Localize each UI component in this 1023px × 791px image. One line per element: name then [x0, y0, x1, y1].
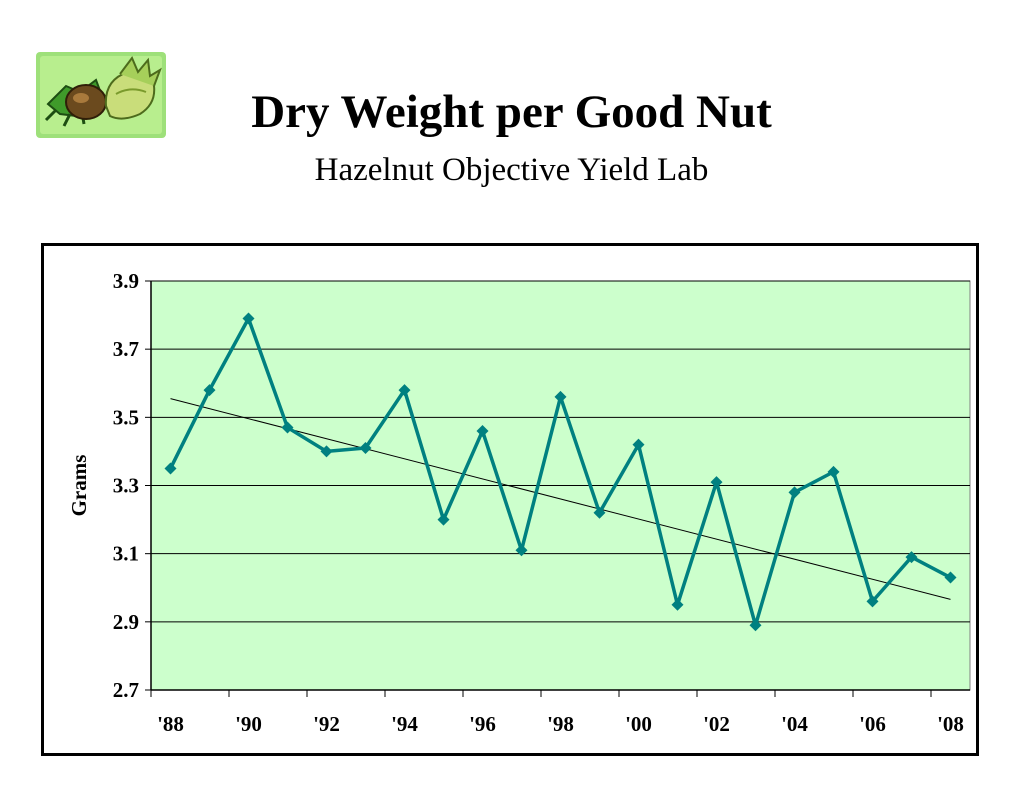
data-point [632, 438, 645, 451]
data-point [515, 544, 528, 557]
x-tick-label: '00 [625, 712, 652, 736]
data-point [320, 445, 333, 458]
y-tick-label: 2.9 [113, 610, 139, 634]
page-title: Dry Weight per Good Nut [251, 86, 772, 138]
y-axis-title: Grams [67, 455, 91, 517]
chart-frame: 2.7 2.9 3.1 3.3 3.5 3.7 3.9 '88 '90 '92 '94 '96 '98 '… [41, 243, 979, 756]
x-tick-label: '94 [391, 712, 418, 736]
data-point [788, 486, 801, 499]
y-tick-label: 3.7 [113, 337, 139, 361]
y-tick-label: 2.7 [113, 678, 139, 702]
data-point [866, 595, 879, 608]
x-tick-label: '92 [313, 712, 340, 736]
data-point [398, 384, 411, 397]
x-tick-label: '90 [235, 712, 262, 736]
x-tick-label: '06 [859, 712, 886, 736]
data-point [944, 571, 957, 584]
x-tick-label: '08 [937, 712, 964, 736]
data-point [164, 462, 177, 475]
y-tick-label: 3.3 [113, 474, 139, 498]
x-tick-label: '02 [703, 712, 730, 736]
x-tick-label: '04 [781, 712, 808, 736]
x-tick-label: '96 [469, 712, 496, 736]
y-tick-label: 3.5 [113, 405, 139, 429]
data-point [203, 384, 216, 397]
trend-line [170, 398, 951, 600]
data-point [476, 424, 489, 437]
data-point [281, 421, 294, 434]
data-point [437, 513, 450, 526]
data-point [359, 442, 372, 455]
page-subtitle: Hazelnut Objective Yield Lab [314, 152, 709, 188]
hazelnut-logo [36, 46, 168, 140]
data-point [905, 551, 918, 564]
data-point [749, 619, 762, 632]
data-point [827, 465, 840, 478]
y-tick-label: 3.9 [113, 269, 139, 293]
line-chart: 2.7 2.9 3.1 3.3 3.5 3.7 3.9 '88 '90 '92 '94 '96 '98 '… [67, 269, 971, 736]
data-point [671, 598, 684, 611]
y-tick-label: 3.1 [113, 542, 139, 566]
data-point [710, 476, 723, 489]
data-point [554, 390, 567, 403]
hazelnut-icon [36, 52, 166, 138]
x-tick-label: '88 [157, 712, 184, 736]
data-point [242, 312, 255, 325]
data-point [593, 506, 606, 519]
x-tick-label: '98 [547, 712, 574, 736]
